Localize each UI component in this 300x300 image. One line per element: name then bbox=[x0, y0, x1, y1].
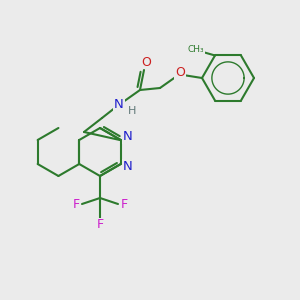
Text: F: F bbox=[72, 197, 80, 211]
Text: F: F bbox=[120, 197, 128, 211]
Text: N: N bbox=[123, 160, 133, 172]
Text: O: O bbox=[141, 56, 151, 68]
Text: O: O bbox=[175, 67, 185, 80]
Text: F: F bbox=[96, 218, 103, 232]
Text: CH₃: CH₃ bbox=[188, 45, 204, 54]
Text: H: H bbox=[128, 106, 136, 116]
Text: N: N bbox=[114, 98, 124, 110]
Text: N: N bbox=[123, 130, 133, 143]
